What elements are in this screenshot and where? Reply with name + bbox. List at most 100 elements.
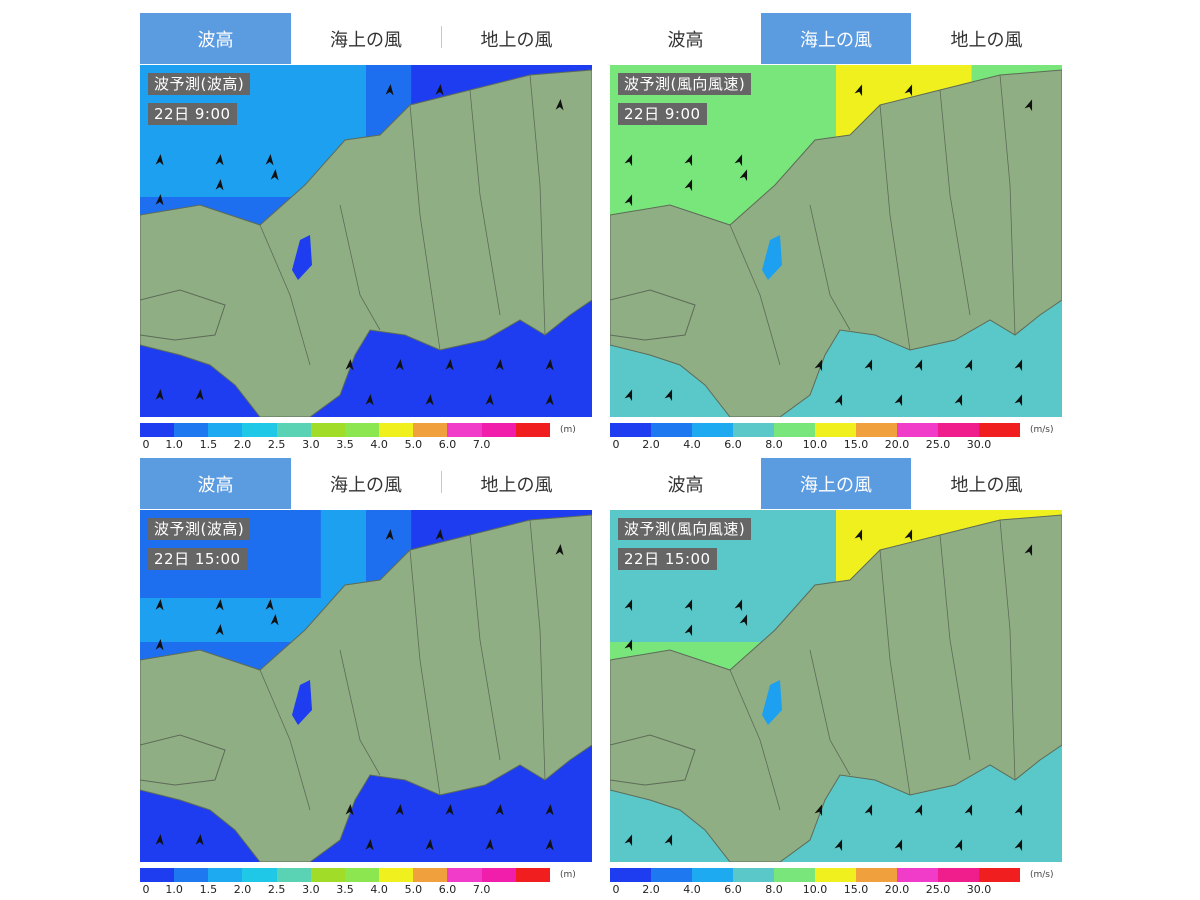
prefecture-border — [469, 89, 501, 316]
wind-arrow-icon — [664, 389, 673, 402]
legend-swatches — [610, 868, 1040, 882]
tab-surface-wind[interactable]: 地上の風 — [911, 458, 1062, 509]
prefecture-border — [339, 204, 381, 331]
legend-tick-label: 6.0 — [724, 438, 742, 451]
tab-sea-wind[interactable]: 海上の風 — [761, 13, 911, 64]
legend-tick-label: 10.0 — [802, 438, 828, 451]
legend-tick-label: 5.0 — [404, 438, 423, 451]
wind-arrow-icon — [854, 84, 863, 97]
wind-arrow-icon — [894, 839, 903, 852]
sea-cell — [546, 329, 592, 374]
map-canvas — [610, 65, 1062, 417]
sea-cell — [745, 65, 792, 110]
sea-cell — [926, 373, 973, 417]
sea-cell — [185, 598, 232, 643]
wind-arrow-icon — [624, 389, 633, 402]
wind-arrow-icon — [964, 804, 973, 817]
shikoku-land — [140, 734, 226, 786]
wind-arrow-icon — [854, 529, 863, 542]
color-legend: 0 1.0 1.5 2.0 2.5 3.0 3.5 4.0 5.0 6.0 7.0 (m) — [140, 423, 576, 453]
legend-tick-label: 30.0 — [966, 438, 992, 451]
prefecture-border — [879, 104, 911, 351]
wind-arrow-icon — [395, 359, 404, 371]
wind-arrow-icon — [734, 154, 743, 167]
sea-cell — [700, 109, 747, 154]
sea-cell — [610, 818, 657, 862]
sea-cell — [610, 598, 657, 643]
legend-tick-label: 20.0 — [884, 438, 910, 451]
shikoku-land — [140, 289, 226, 341]
wind-arrow-icon — [914, 804, 923, 817]
wind-arrow-icon — [624, 639, 633, 652]
tab-wave-height[interactable]: 波高 — [140, 13, 291, 64]
legend-swatches — [610, 423, 1040, 437]
legend-ticks: 0 2.0 4.0 6.0 8.0 10.0 15.0 20.0 25.0 30.0 — [610, 882, 1040, 898]
forecast-map[interactable]: 波予測(波高) 22日 15:00 — [140, 510, 592, 862]
sea-cell — [836, 774, 883, 819]
tab-sea-wind[interactable]: 海上の風 — [291, 458, 441, 509]
wind-arrow-icon — [684, 179, 693, 192]
wind-arrow-icon — [265, 599, 274, 611]
tab-surface-wind[interactable]: 地上の風 — [911, 13, 1062, 64]
wind-arrow-icon — [155, 389, 164, 401]
prefecture-border — [879, 549, 911, 796]
color-legend: 0 2.0 4.0 6.0 8.0 10.0 15.0 20.0 25.0 30.0 (m/s) — [610, 868, 1054, 898]
wind-arrow-icon — [435, 84, 444, 96]
panel-wave-0900: 波高 海上の風 地上の風 波予測(波高) 22日 9:00 0 1.0 1.5 2.0 2.5 3.… — [140, 13, 592, 451]
wind-arrow-icon — [365, 839, 374, 851]
tab-surface-wind[interactable]: 地上の風 — [441, 13, 592, 64]
sea-cell — [745, 109, 792, 154]
wind-arrow-icon — [215, 624, 224, 636]
land-mass — [140, 69, 592, 417]
legend-unit: (m/s) — [1030, 425, 1054, 435]
prefecture-border — [809, 649, 851, 776]
sea-cell — [1016, 373, 1062, 417]
legend-tick-label: 5.0 — [404, 883, 423, 896]
sea-cell — [501, 373, 548, 417]
legend-swatch — [140, 868, 175, 882]
forecast-map[interactable]: 波予測(波高) 22日 9:00 — [140, 65, 592, 417]
legend-swatch — [344, 868, 380, 882]
legend-swatch — [856, 868, 897, 882]
legend-swatch — [174, 423, 209, 437]
tab-sea-wind[interactable]: 海上の風 — [291, 13, 441, 64]
tab-wave-height[interactable]: 波高 — [610, 13, 761, 64]
tab-wave-height[interactable]: 波高 — [610, 458, 761, 509]
wind-arrow-icon — [555, 544, 564, 556]
legend-tick-label: 1.5 — [199, 438, 218, 451]
wind-arrow-icon — [495, 804, 504, 816]
wind-arrow-icon — [365, 394, 374, 406]
legend-swatch — [276, 868, 311, 882]
forecast-map[interactable]: 波予測(風向風速) 22日 15:00 — [610, 510, 1062, 862]
tab-surface-wind[interactable]: 地上の風 — [441, 458, 592, 509]
legend-tick-label: 2.5 — [267, 438, 286, 451]
legend-swatch — [815, 868, 856, 882]
wind-arrow-icon — [155, 194, 164, 206]
sea-cell — [230, 109, 277, 154]
wind-arrow-icon — [624, 834, 633, 847]
wind-arrow-icon — [155, 834, 164, 846]
legend-swatch — [447, 868, 482, 882]
legend-tick-label: 1.5 — [199, 883, 218, 896]
lake-biwa — [292, 235, 312, 280]
prefecture-border — [339, 649, 381, 776]
legend-swatch — [856, 423, 897, 437]
wind-arrow-icon — [914, 359, 923, 372]
wind-arrow-icon — [624, 599, 633, 612]
legend-swatch — [379, 423, 414, 437]
legend-swatch — [242, 868, 277, 882]
sea-cell — [546, 373, 592, 417]
sea-cell — [366, 774, 413, 819]
wind-arrow-icon — [425, 394, 434, 406]
forecast-map[interactable]: 波予測(風向風速) 22日 9:00 — [610, 65, 1062, 417]
sea-cell — [411, 373, 458, 417]
legend-swatch — [774, 423, 815, 437]
wind-arrow-icon — [270, 169, 279, 181]
wind-arrow-icon — [1014, 804, 1023, 817]
legend-swatch — [310, 423, 345, 437]
tab-sea-wind[interactable]: 海上の風 — [761, 458, 911, 509]
sea-cell — [881, 818, 928, 862]
legend-swatches — [140, 868, 570, 882]
tab-wave-height[interactable]: 波高 — [140, 458, 291, 509]
wind-arrow-icon — [545, 359, 554, 371]
